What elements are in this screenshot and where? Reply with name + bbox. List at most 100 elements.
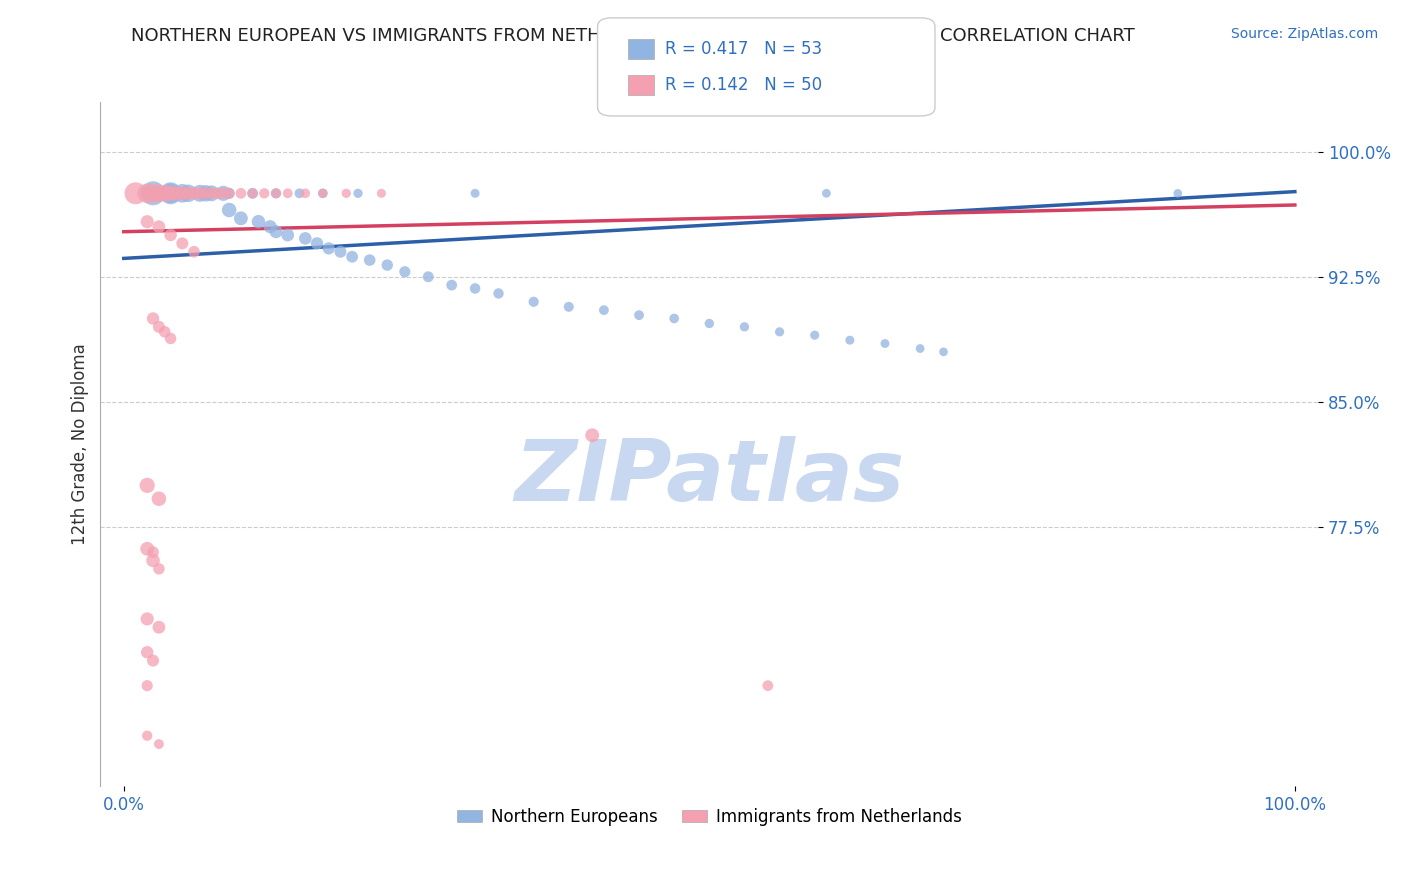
Point: [159, 186, 181, 201]
Text: NORTHERN EUROPEAN VS IMMIGRANTS FROM NETHERLANDS 12TH GRADE, NO DIPLOMA CORRELAT: NORTHERN EUROPEAN VS IMMIGRANTS FROM NET…: [131, 27, 1135, 45]
Point: [253, 186, 276, 201]
Point: [142, 186, 165, 201]
Point: [142, 186, 165, 201]
Point: [188, 186, 211, 201]
Legend: Northern Europeans, Immigrants from Netherlands: Northern Europeans, Immigrants from Neth…: [450, 801, 969, 832]
Point: [593, 303, 616, 318]
Point: [394, 265, 416, 279]
Point: [664, 311, 686, 326]
Point: [756, 679, 779, 693]
Point: [440, 278, 463, 293]
Point: [242, 186, 264, 201]
Point: [153, 325, 176, 339]
Point: [148, 319, 170, 334]
Point: [148, 737, 170, 751]
Point: [581, 428, 603, 442]
Point: [908, 342, 931, 356]
Point: [375, 258, 398, 272]
Point: [136, 729, 159, 743]
Point: [294, 186, 316, 201]
Point: [803, 328, 825, 343]
Y-axis label: 12th Grade, No Diploma: 12th Grade, No Diploma: [72, 343, 89, 544]
Point: [418, 269, 440, 284]
Point: [136, 186, 159, 201]
Point: [166, 186, 188, 201]
Text: R = 0.417   N = 53: R = 0.417 N = 53: [665, 40, 823, 58]
Point: [815, 186, 838, 201]
Point: [194, 186, 217, 201]
Point: [264, 186, 287, 201]
Point: [142, 654, 165, 668]
Point: [136, 541, 159, 556]
Text: Source: ZipAtlas.com: Source: ZipAtlas.com: [1230, 27, 1378, 41]
Point: [148, 219, 170, 234]
Point: [264, 186, 287, 201]
Point: [558, 300, 581, 314]
Point: [148, 186, 170, 201]
Point: [159, 331, 181, 345]
Point: [201, 186, 224, 201]
Point: [247, 215, 270, 229]
Point: [340, 250, 363, 264]
Point: [148, 491, 170, 506]
Point: [136, 215, 159, 229]
Point: [733, 319, 755, 334]
Point: [370, 186, 392, 201]
Point: [347, 186, 370, 201]
Point: [148, 186, 170, 201]
Point: [277, 186, 299, 201]
Point: [177, 186, 200, 201]
Point: [259, 219, 281, 234]
Point: [335, 186, 357, 201]
Point: [148, 620, 170, 634]
Point: [177, 186, 200, 201]
Point: [318, 241, 340, 255]
Point: [294, 231, 316, 245]
Point: [628, 308, 651, 322]
Point: [873, 336, 896, 351]
Point: [172, 186, 194, 201]
Point: [218, 186, 240, 201]
Point: [218, 186, 240, 201]
Point: [201, 186, 224, 201]
Point: [229, 186, 252, 201]
Point: [194, 186, 217, 201]
Point: [212, 186, 235, 201]
Point: [277, 227, 299, 242]
Point: [329, 244, 352, 259]
Point: [159, 186, 181, 201]
Point: [194, 186, 217, 201]
Point: [159, 227, 181, 242]
Point: [838, 333, 860, 347]
Point: [305, 236, 328, 251]
Text: R = 0.142   N = 50: R = 0.142 N = 50: [665, 76, 823, 94]
Point: [136, 679, 159, 693]
Point: [136, 186, 159, 201]
Point: [464, 186, 486, 201]
Point: [264, 225, 287, 239]
Point: [312, 186, 335, 201]
Point: [218, 202, 240, 217]
Point: [488, 286, 510, 301]
Point: [136, 478, 159, 492]
Point: [359, 253, 381, 268]
Point: [172, 186, 194, 201]
Point: [188, 186, 211, 201]
Point: [172, 236, 194, 251]
Point: [229, 211, 252, 226]
Point: [288, 186, 311, 201]
Point: [136, 645, 159, 659]
Point: [183, 244, 205, 259]
Point: [697, 317, 720, 331]
Point: [523, 294, 546, 309]
Point: [464, 281, 486, 295]
Point: [153, 186, 176, 201]
Point: [312, 186, 335, 201]
Point: [1167, 186, 1189, 201]
Point: [142, 311, 165, 326]
Point: [142, 553, 165, 567]
Point: [142, 545, 165, 559]
Point: [148, 562, 170, 576]
Point: [172, 186, 194, 201]
Point: [136, 612, 159, 626]
